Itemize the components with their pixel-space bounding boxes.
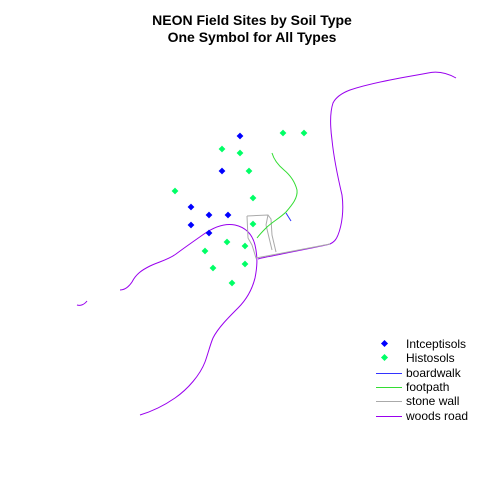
histosol-site-point [218, 145, 226, 153]
map-title: NEON Field Sites by Soil Type One Symbol… [0, 12, 504, 46]
histosol-site-point [209, 264, 217, 272]
histosols-points [171, 129, 308, 287]
histosol-site-point [171, 187, 179, 195]
histosol-site-point [245, 167, 253, 175]
legend-label: woods road [406, 408, 469, 423]
stone-wall-line [246, 214, 331, 259]
histosol-site-point [249, 220, 257, 228]
intceptisol-site-point [187, 221, 195, 229]
intceptisols-symbol [380, 340, 389, 348]
woods-road-line [257, 71, 457, 260]
legend-item-stone-wall: stone wall [376, 394, 468, 408]
stone-wall-symbol [376, 401, 402, 403]
histosol-site-point [223, 238, 231, 246]
legend-label: footpath [406, 380, 450, 395]
legend-label: Intceptisols [406, 337, 467, 352]
title-line-1: NEON Field Sites by Soil Type [152, 12, 352, 28]
legend: Intceptisols Histosols boardwalk footpat… [376, 337, 468, 423]
title-line-2: One Symbol for All Types [167, 29, 337, 45]
histosol-site-point [201, 247, 209, 255]
histosol-site-point [236, 149, 244, 157]
histosols-symbol [380, 354, 389, 362]
woods-road-line [119, 224, 258, 416]
legend-label: stone wall [406, 394, 460, 409]
woods-road-line [76, 300, 88, 306]
legend-item-intceptisols: Intceptisols [376, 337, 468, 351]
histosol-site-point [241, 242, 249, 250]
histosol-site-point [300, 129, 308, 137]
intceptisol-site-point [205, 229, 213, 237]
intceptisol-site-point [236, 132, 244, 140]
boardwalk-symbol [376, 372, 402, 374]
histosol-site-point [241, 260, 249, 268]
histosol-site-point [228, 279, 236, 287]
histosol-site-point [279, 129, 287, 137]
legend-item-footpath: footpath [376, 380, 468, 394]
intceptisols-points [187, 132, 244, 237]
legend-item-histosols: Histosols [376, 351, 468, 365]
legend-item-woods-road: woods road [376, 408, 469, 423]
intceptisol-site-point [224, 211, 232, 219]
legend-label: Histosols [406, 351, 455, 366]
footpath-symbol [376, 387, 402, 389]
boardwalk-line [285, 212, 292, 222]
woods-road-symbol [376, 415, 402, 417]
legend-label: boardwalk [406, 365, 461, 380]
histosol-site-point [249, 194, 257, 202]
intceptisol-site-point [187, 203, 195, 211]
legend-item-boardwalk: boardwalk [376, 366, 468, 380]
footpath-line [256, 152, 298, 239]
intceptisol-site-point [218, 167, 226, 175]
intceptisol-site-point [205, 211, 213, 219]
